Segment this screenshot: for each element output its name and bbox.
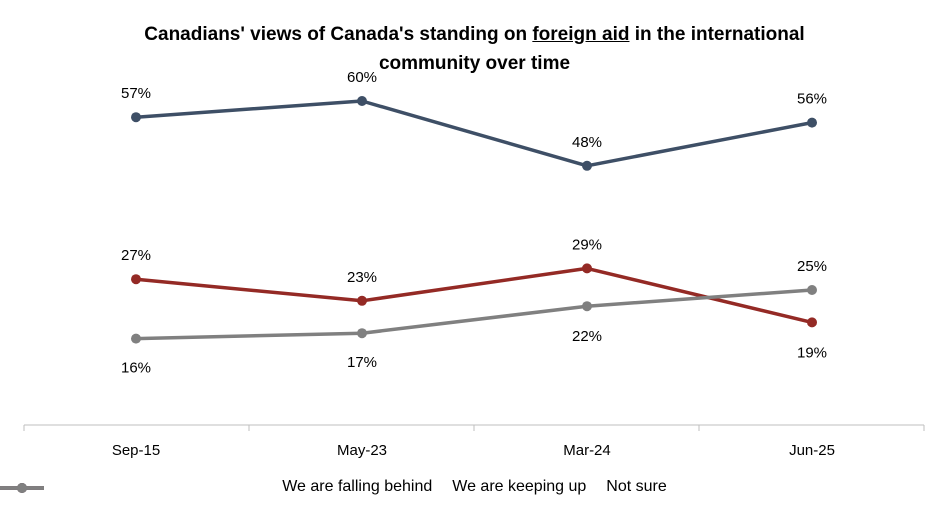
data-point-falling-behind-3 [807,317,817,328]
legend-item-not-sure: Not sure [0,478,667,496]
series-line-falling-behind [135,266,813,325]
data-point-falling-behind-0 [131,274,141,285]
x-tick-label-sep-15: Sep-15 [112,442,160,459]
data-label-keeping-up-3: 56% [797,91,827,108]
data-point-not-sure-0 [131,333,141,344]
data-point-keeping-up-0 [131,112,141,123]
data-label-falling-behind-1: 23% [347,269,377,286]
data-label-keeping-up-2: 48% [572,134,602,151]
data-label-not-sure-2: 22% [572,328,602,345]
legend-swatch-not-sure [0,483,44,493]
title-part-4: community over time [378,53,571,74]
data-label-falling-behind-3: 19% [797,344,827,361]
data-label-not-sure-0: 16% [121,360,151,377]
data-label-keeping-up-0: 57% [121,85,151,102]
x-tick-label-mar-24: Mar-24 [563,442,611,459]
legend-label-not-sure: Not sure [606,478,667,495]
legend-label-keeping-up: We are keeping up [452,478,587,495]
data-point-keeping-up-1 [357,96,367,106]
chart-title: Canadians' views of Canada's standing on… [0,20,949,78]
data-point-not-sure-1 [357,328,367,339]
data-point-falling-behind-1 [357,295,367,306]
data-label-falling-behind-0: 27% [121,247,151,264]
x-tick-label-may-23: May-23 [337,442,387,459]
series-line-keeping-up [135,99,813,168]
legend-item-keeping-up: We are keeping up [0,478,587,496]
data-label-not-sure-1: 17% [347,354,377,371]
data-point-keeping-up-3 [807,117,817,128]
series-line-not-sure [135,288,813,341]
data-label-falling-behind-2: 29% [572,236,602,253]
data-point-keeping-up-2 [582,160,592,171]
data-label-not-sure-3: 25% [797,258,827,275]
title-part-3: in the international [629,24,805,45]
data-point-not-sure-2 [582,301,592,312]
data-point-falling-behind-2 [582,263,592,274]
data-point-not-sure-3 [807,285,817,295]
title-part-1: Canadians' views of Canada's standing on [144,24,533,45]
x-tick-label-jun-25: Jun-25 [789,442,835,459]
legend-item-falling-behind: We are falling behind [0,478,433,496]
title-part-2: foreign aid [532,24,630,45]
legend: We are falling behind We are keeping up … [0,478,949,496]
data-label-keeping-up-1: 60% [347,69,377,86]
legend-label-falling-behind: We are falling behind [282,478,433,495]
